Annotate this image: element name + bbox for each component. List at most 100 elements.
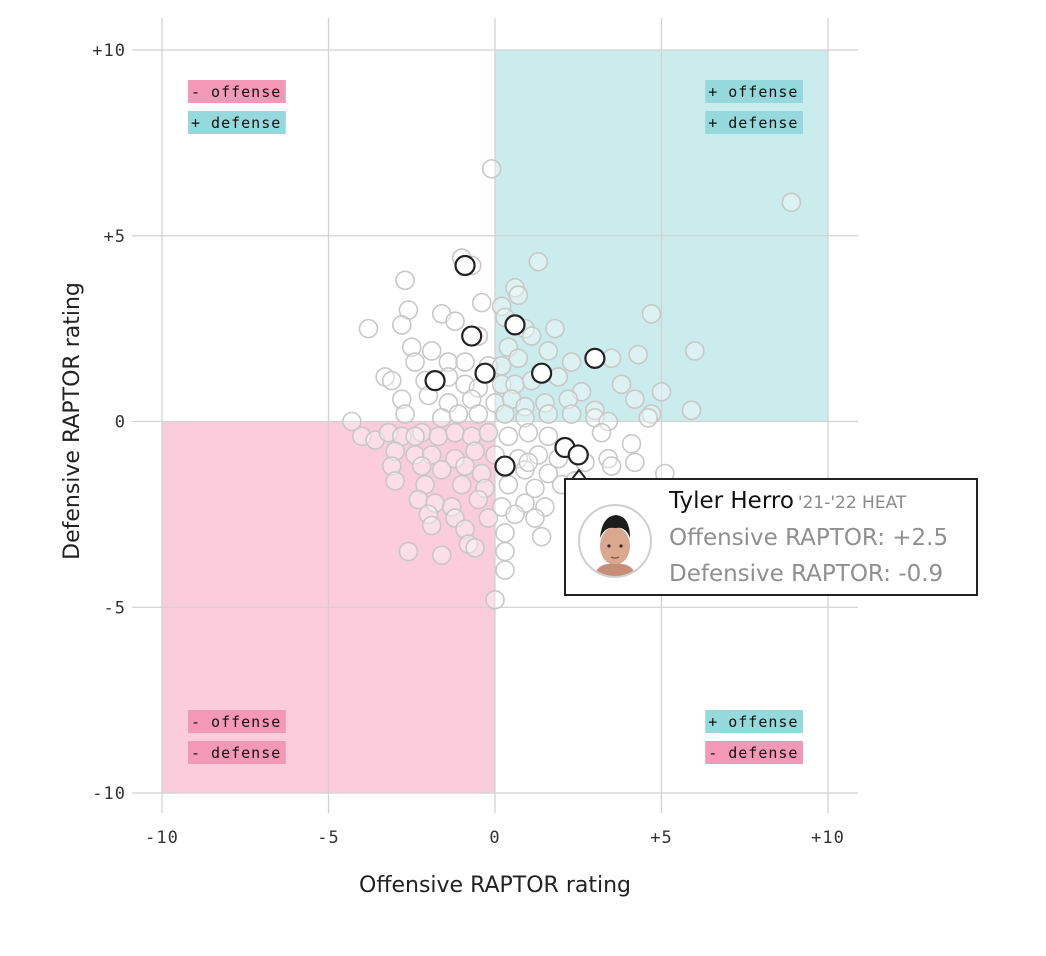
background-point bbox=[381, 456, 402, 476]
quadrant-label: - defense bbox=[191, 744, 281, 762]
quadrant-label-bg bbox=[188, 80, 286, 103]
background-point bbox=[498, 426, 519, 447]
background-point bbox=[525, 508, 545, 528]
background-point bbox=[342, 411, 362, 432]
background-point bbox=[528, 251, 549, 272]
highlighted-point[interactable] bbox=[531, 362, 553, 384]
background-point bbox=[561, 352, 582, 372]
background-point bbox=[531, 526, 552, 547]
background-point bbox=[431, 459, 452, 480]
tick-labels: -10 -5 0 +5 +10 +10 +5 0 -5 -10 bbox=[92, 41, 844, 848]
quadrant-labels: - offense + defense + offense + defense - of… bbox=[188, 80, 803, 764]
background-point bbox=[441, 497, 462, 517]
background-point bbox=[545, 318, 565, 339]
background-point bbox=[405, 426, 425, 447]
background-point bbox=[525, 478, 545, 499]
highlighted-points bbox=[424, 254, 606, 477]
highlighted-point[interactable] bbox=[584, 347, 606, 369]
background-point bbox=[515, 396, 535, 417]
background-point bbox=[538, 404, 559, 424]
background-point bbox=[625, 452, 645, 473]
background-point bbox=[638, 407, 658, 428]
background-point bbox=[508, 285, 529, 305]
background-point bbox=[471, 463, 492, 484]
background-point bbox=[625, 389, 645, 410]
background-point bbox=[468, 404, 489, 424]
background-point bbox=[391, 315, 412, 335]
background-point bbox=[395, 270, 415, 291]
quadrant-label-bg bbox=[705, 710, 803, 733]
background-point bbox=[535, 393, 555, 413]
y-tick-label: +10 bbox=[92, 41, 126, 61]
x-axis-title: Offensive RAPTOR rating bbox=[359, 873, 631, 898]
background-point bbox=[641, 303, 662, 324]
background-point bbox=[611, 374, 632, 395]
background-point bbox=[398, 541, 419, 562]
background-point bbox=[465, 538, 485, 558]
background-point bbox=[431, 407, 452, 428]
quadrant-label-bg bbox=[705, 741, 803, 764]
background-point bbox=[428, 426, 449, 447]
x-tick-label: -10 bbox=[145, 828, 179, 848]
quadrant-label: - defense bbox=[708, 744, 798, 762]
highlighted-point[interactable] bbox=[424, 370, 446, 392]
highlighted-point[interactable] bbox=[494, 455, 516, 477]
background-point bbox=[445, 311, 465, 331]
background-point bbox=[471, 292, 492, 313]
background-point bbox=[431, 545, 452, 566]
background-point bbox=[438, 352, 459, 372]
background-point bbox=[585, 400, 605, 421]
background-point bbox=[448, 404, 469, 424]
background-point bbox=[475, 478, 495, 499]
background-point bbox=[491, 374, 512, 395]
x-tick-label: +5 bbox=[650, 828, 672, 848]
quadrant-label-bg bbox=[188, 710, 286, 733]
background-point bbox=[495, 560, 515, 580]
background-point bbox=[684, 341, 705, 361]
quadrant-label: + defense bbox=[708, 114, 798, 132]
background-point bbox=[358, 318, 379, 339]
background-point bbox=[395, 404, 415, 424]
background-point bbox=[418, 504, 439, 525]
background-point bbox=[451, 474, 472, 495]
background-point bbox=[385, 441, 405, 462]
gridlines bbox=[132, 18, 858, 813]
background-point bbox=[465, 441, 485, 462]
background-point bbox=[455, 456, 475, 476]
tooltip-title: Tyler Herro '21-'22 HEAT bbox=[669, 488, 906, 514]
quadrant-label: - offense bbox=[191, 83, 281, 101]
highlighted-point[interactable] bbox=[504, 314, 526, 336]
background-point bbox=[621, 433, 642, 454]
y-tick-label: -10 bbox=[92, 784, 126, 804]
player-tooltip: Tyler Herro '21-'22 HEAT Offensive RAPTOR… bbox=[564, 478, 978, 596]
background-point bbox=[518, 452, 539, 473]
background-point bbox=[411, 456, 432, 476]
background-point bbox=[455, 519, 475, 540]
player-headshot-icon bbox=[594, 515, 636, 576]
highlighted-point[interactable] bbox=[474, 362, 496, 384]
background-point bbox=[401, 337, 422, 358]
background-point bbox=[601, 456, 622, 476]
quadrant-label: + offense bbox=[708, 713, 798, 731]
offensive-raptor-value: Offensive RAPTOR: +2.5 bbox=[669, 525, 949, 551]
background-point bbox=[598, 411, 619, 432]
background-point bbox=[508, 348, 529, 369]
y-tick-label: -5 bbox=[104, 598, 126, 618]
background-point bbox=[405, 352, 425, 372]
y-tick-label: +5 bbox=[104, 227, 126, 247]
highlighted-point[interactable] bbox=[567, 444, 589, 466]
quadrant-label: + defense bbox=[191, 114, 281, 132]
background-point bbox=[468, 489, 489, 510]
quadrant-label: + offense bbox=[708, 83, 798, 101]
quadrant-label-bg bbox=[705, 111, 803, 134]
quadrant-label-bg bbox=[705, 80, 803, 103]
highlighted-point[interactable] bbox=[454, 254, 476, 277]
background-point bbox=[391, 389, 412, 410]
background-point bbox=[651, 381, 672, 402]
background-point bbox=[445, 448, 465, 469]
background-point bbox=[421, 341, 442, 361]
background-point bbox=[561, 404, 582, 424]
background-point bbox=[538, 341, 559, 361]
background-point bbox=[421, 515, 442, 536]
highlighted-point[interactable] bbox=[461, 325, 483, 347]
